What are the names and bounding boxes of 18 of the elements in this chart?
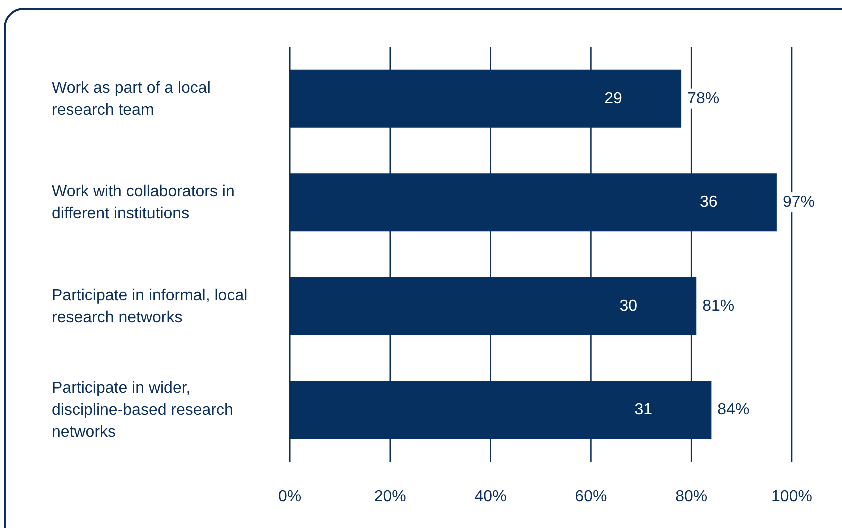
data-label: 84% [718, 402, 750, 419]
data-label: 81% [702, 298, 735, 315]
y-tick-label: Participate in wider, discipline-based research networks [52, 380, 234, 441]
annotation: 29 [604, 90, 623, 108]
data-label: 97% [782, 194, 815, 212]
y-tick-label: Work as part of a local research team [52, 79, 211, 118]
x-tick-label: 60% [575, 488, 608, 506]
annotation: 30 [620, 298, 638, 315]
annotation: 36 [700, 194, 718, 212]
x-tick-label: 80% [676, 488, 708, 506]
y-tick-label: Participate in informal, local research networks [52, 286, 248, 326]
x-tick-label: 0% [278, 488, 302, 506]
x-tick-label: 40% [474, 488, 507, 506]
annotation: 31 [634, 402, 653, 419]
data-label: 78% [688, 90, 720, 108]
y-tick-label: Work with collaborators in different institutions [52, 183, 235, 222]
x-tick-label: 20% [374, 488, 406, 506]
x-tick-label: 100% [772, 488, 812, 506]
